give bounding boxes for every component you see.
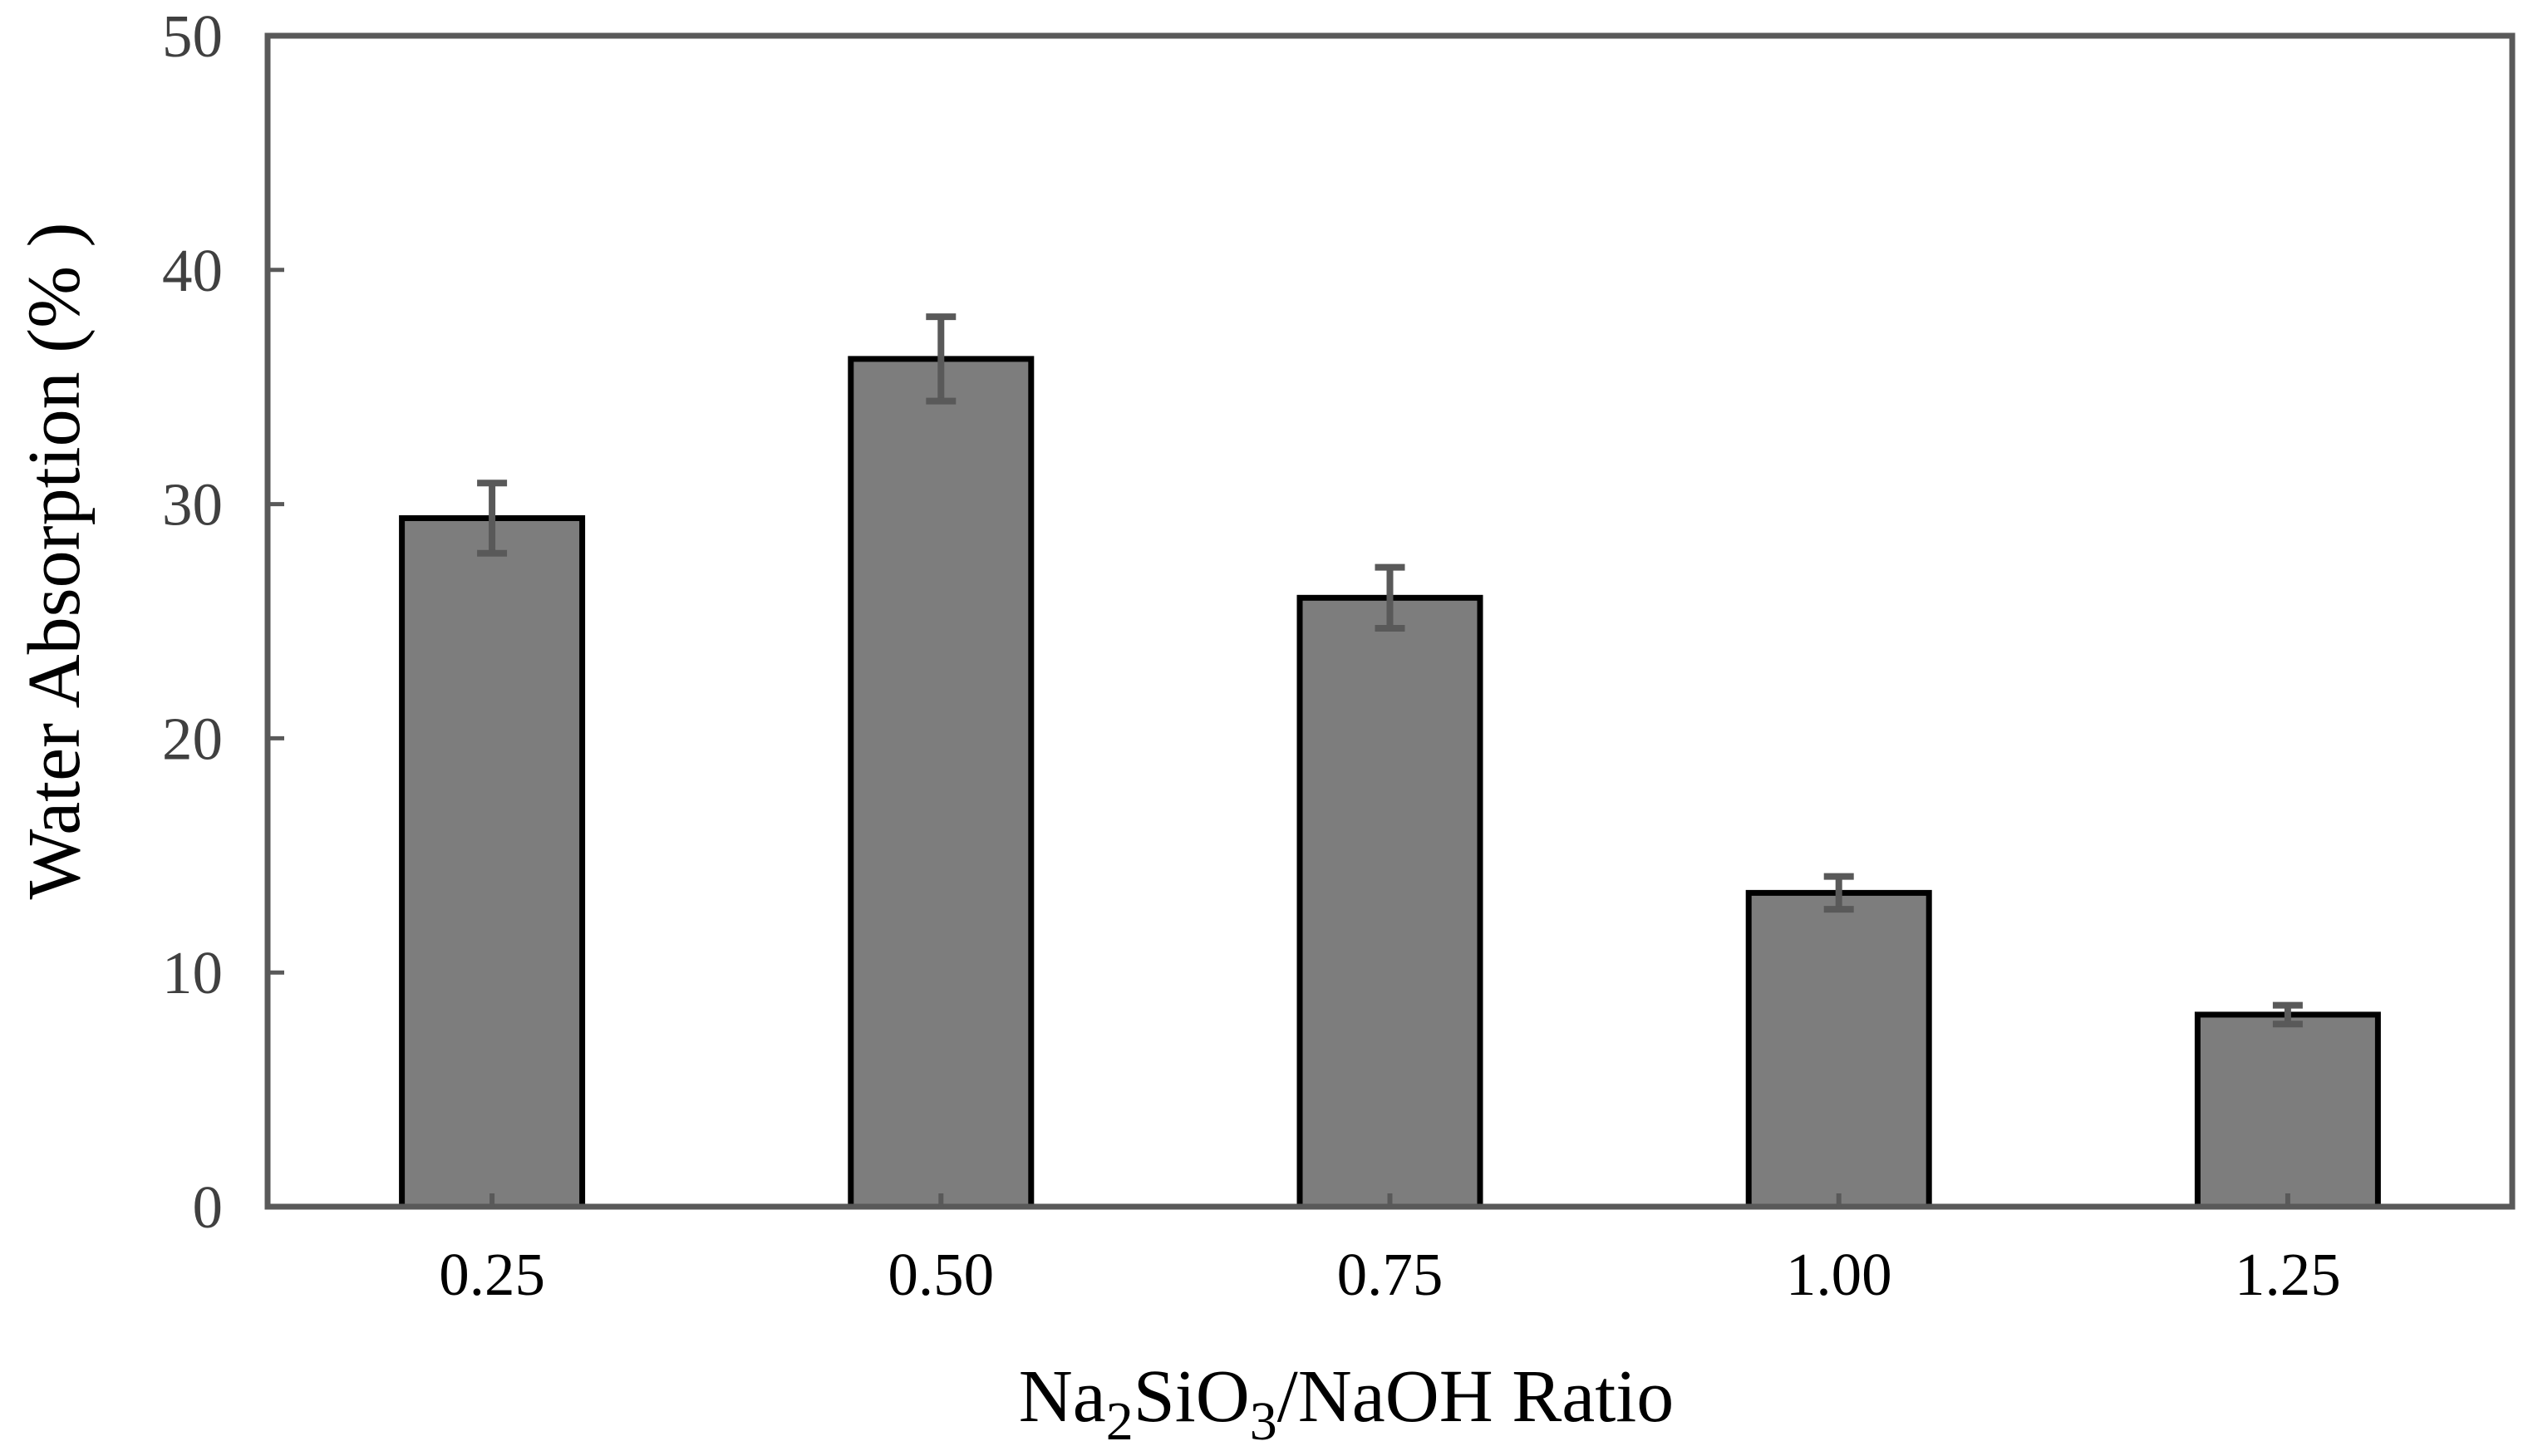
- x-axis-title-text: Na: [1019, 1355, 1106, 1438]
- x-axis-title-subscript: 2: [1106, 1391, 1134, 1452]
- bar-0.50: [848, 356, 1035, 1210]
- y-tick-label: 50: [162, 2, 223, 70]
- error-bar-0.75: [1375, 563, 1405, 632]
- bar-1.00: [1745, 889, 1932, 1210]
- bar-0.75: [1296, 594, 1483, 1210]
- error-bars-layer: [477, 313, 2303, 1028]
- y-tick-label: 0: [193, 1173, 224, 1241]
- x-tick-label: 0.25: [439, 1241, 545, 1308]
- bar-0.25: [399, 515, 586, 1210]
- y-tick-label: 10: [162, 939, 223, 1006]
- y-tick-label: 20: [162, 705, 223, 772]
- y-tick-label: 30: [162, 471, 223, 539]
- y-tick-label: 40: [162, 237, 223, 304]
- x-tick-label: 1.25: [2235, 1241, 2341, 1308]
- x-axis-title-text: SiO: [1134, 1355, 1250, 1438]
- tick-labels-layer: 0 10 20 30 40 50 0.25 0.50 0.75 1.00 1.25: [162, 2, 2341, 1308]
- error-bar-1.00: [1823, 873, 1854, 913]
- x-axis-title-subscript: 3: [1250, 1391, 1277, 1452]
- x-tick-label: 0.50: [888, 1241, 994, 1308]
- x-tick-label: 1.00: [1786, 1241, 1892, 1308]
- bar-1.25: [2194, 1011, 2381, 1210]
- error-bar-0.50: [926, 313, 957, 405]
- error-bar-1.25: [2272, 1001, 2303, 1028]
- error-bar-0.25: [477, 480, 508, 557]
- y-axis-title: Water Absorption (% ): [13, 222, 96, 899]
- axes-layer: [264, 32, 2516, 1210]
- x-tick-label: 0.75: [1337, 1241, 1444, 1308]
- bars-layer: [399, 356, 2381, 1210]
- x-axis-title: Na2SiO3/NaOH Ratio: [1019, 1355, 1674, 1452]
- x-axis-title-text: /NaOH Ratio: [1277, 1355, 1674, 1438]
